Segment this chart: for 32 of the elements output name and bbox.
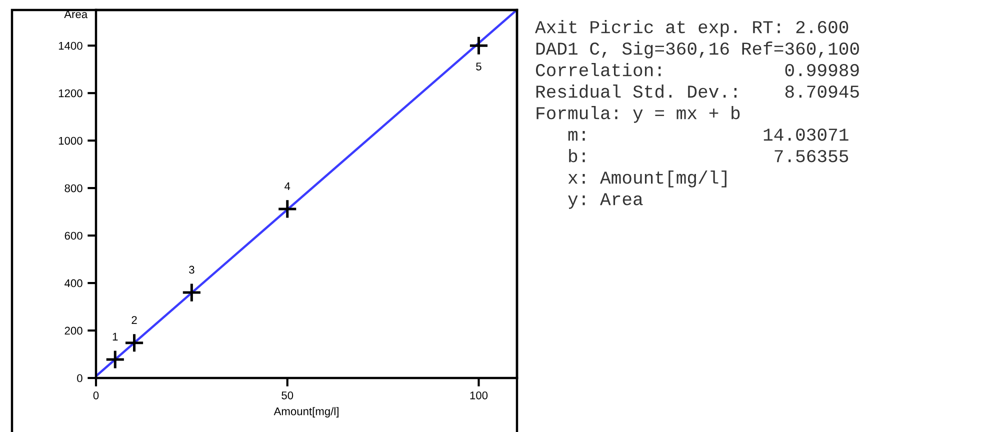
x-tick-label: 100: [470, 391, 488, 400]
x-tick-label: 50: [282, 391, 294, 400]
point: [182, 282, 202, 303]
text: Axit Picric at exp. RT: 2.600: [535, 20, 848, 37]
y-tick-label: 800: [64, 184, 82, 192]
point: [124, 332, 144, 353]
text: DAD1 C, Sig=360,16 Ref=360,100: [536, 42, 859, 58]
text: m: 14.03071: [568, 128, 848, 141]
annotation: 2: [132, 316, 137, 324]
y-tick-label: 1400: [58, 42, 82, 50]
text: Residual Std. Dev.: 8.70945: [536, 84, 859, 98]
y-tick-label: 400: [64, 279, 82, 288]
annotation: 3: [189, 266, 194, 274]
point: [105, 349, 126, 370]
annotation: 4: [284, 182, 290, 190]
y-tick-label: 0: [77, 374, 82, 382]
y-tick-label: 1000: [58, 136, 82, 145]
text: b: 7.56355: [569, 149, 848, 162]
annotation: 1: [112, 332, 118, 341]
point: [468, 36, 489, 56]
point: [277, 198, 298, 219]
text: Formula: y = mx + b: [536, 106, 740, 123]
text: Correlation: 0.99989: [536, 63, 859, 76]
y-tick-label: 200: [64, 326, 82, 335]
text: x: Amount[mg/l]: [568, 170, 726, 188]
x-axis-title: Amount[mg/l]: [274, 407, 338, 418]
text: y: Area: [568, 193, 643, 209]
y-tick-label: 1200: [58, 89, 82, 98]
y-axis-title: Area: [64, 10, 88, 18]
y-tick-label: 600: [64, 232, 82, 240]
x-tick-label: 0: [93, 391, 99, 400]
annotation: 5: [476, 62, 482, 70]
